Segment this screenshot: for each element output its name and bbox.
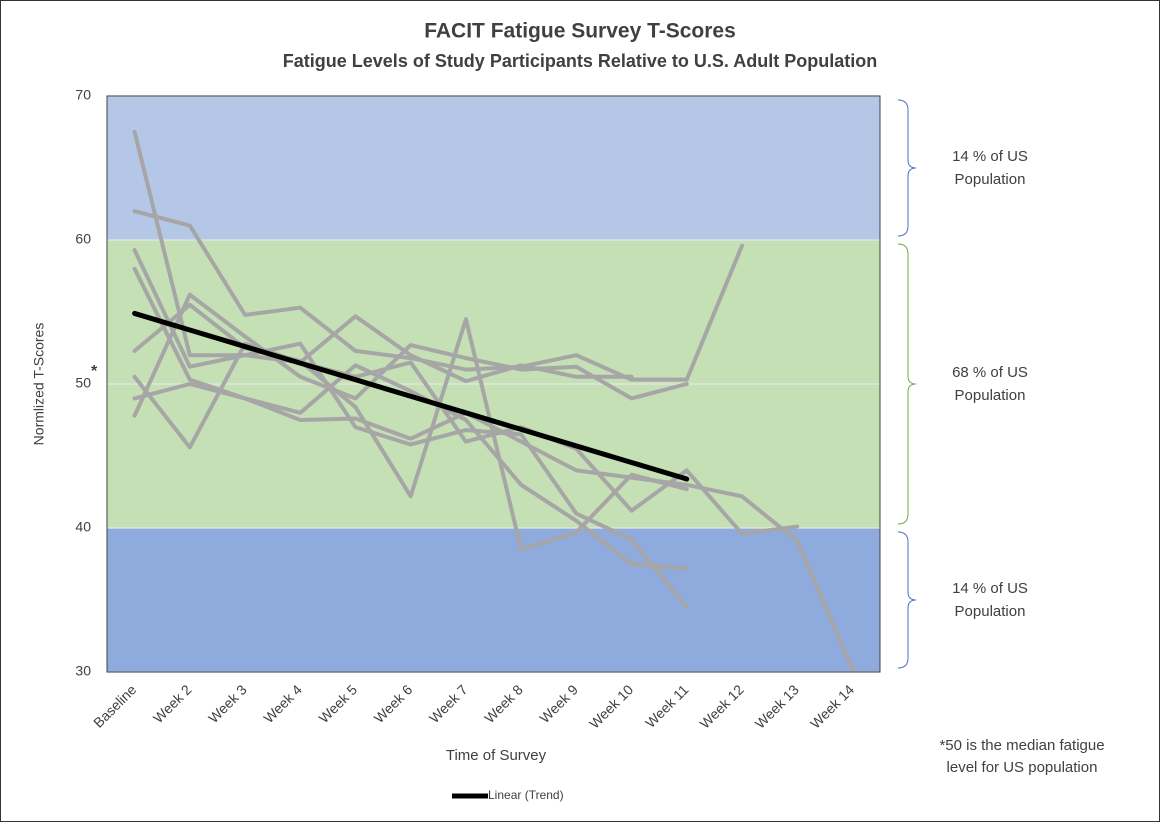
y-tick-label: 70	[75, 87, 91, 103]
y-axis-label: Normlized T-Scores	[31, 323, 47, 446]
plot-border	[106, 95, 881, 673]
y-tick-label: 60	[75, 231, 91, 247]
footnote: level for US population	[947, 759, 1098, 776]
y-tick-label: 40	[75, 519, 91, 535]
annotation-text: 68 % of US	[952, 364, 1028, 381]
annotation-text: Population	[955, 603, 1026, 620]
annotation-text: 14 % of US	[952, 580, 1028, 597]
brace	[897, 531, 917, 669]
participant-line	[132, 248, 689, 610]
footnote: *50 is the median fatigue	[939, 737, 1104, 754]
participant-line	[132, 302, 689, 552]
legend-label: Linear (Trend)	[488, 788, 564, 802]
population-band	[107, 96, 880, 240]
participant-line	[132, 209, 744, 382]
participant-line	[132, 341, 800, 536]
brace	[897, 99, 917, 237]
chart-title: FACIT Fatigue Survey T-Scores	[424, 20, 736, 43]
x-axis-label: Time of Survey	[446, 747, 547, 764]
brace	[897, 243, 917, 525]
participant-line	[132, 382, 855, 672]
trend-line	[132, 310, 690, 482]
annotation-text: Population	[955, 171, 1026, 188]
y-tick-label: 50	[75, 375, 91, 391]
y-tick-label: 30	[75, 663, 91, 679]
annotation-text: 14 % of US	[952, 148, 1028, 165]
participant-line	[132, 130, 634, 384]
annotation-text: Population	[955, 387, 1026, 404]
participant-line	[132, 292, 689, 418]
population-band	[107, 528, 880, 672]
chart-subtitle: Fatigue Levels of Study Participants Rel…	[283, 51, 877, 71]
median-marker: *	[91, 363, 98, 380]
